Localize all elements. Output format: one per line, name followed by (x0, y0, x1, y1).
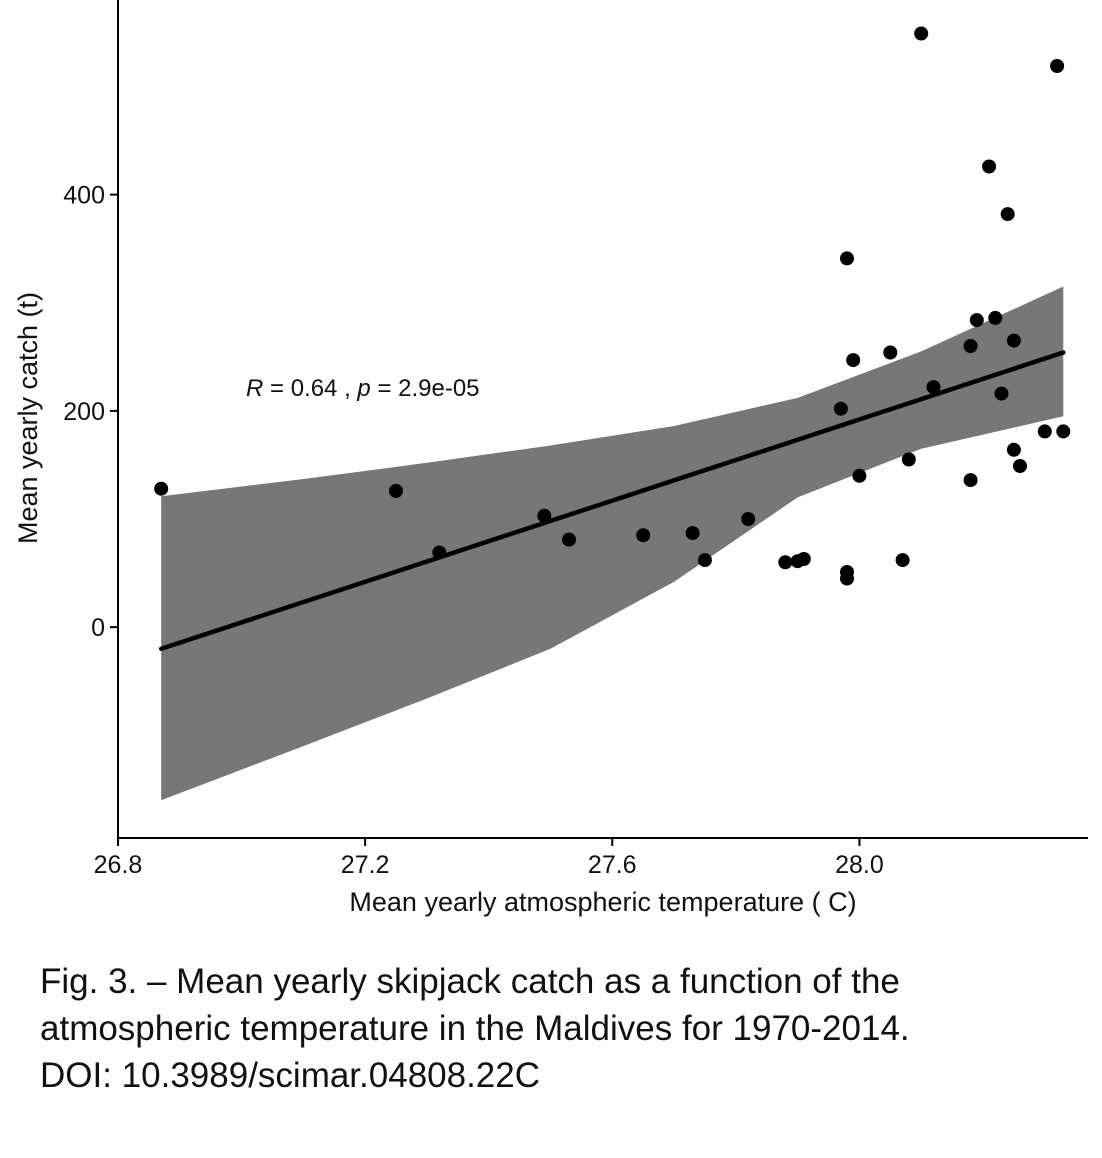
regression-line-layer (158, 350, 1066, 652)
data-point (852, 468, 867, 483)
x-tick-label: 28.0 (835, 851, 884, 879)
data-point (741, 512, 756, 526)
correlation-annotation: R = 0.64 , p = 2.9e-05 (246, 375, 480, 402)
data-point (636, 528, 651, 543)
data-point (154, 481, 169, 496)
data-point (895, 553, 910, 568)
x-tick-label: 26.8 (94, 851, 143, 879)
caption-line-1: Fig. 3. – Mean yearly skipjack catch as … (40, 962, 900, 1001)
r-symbol: R (246, 375, 263, 402)
data-point (1006, 442, 1021, 457)
data-point (994, 386, 1009, 401)
data-point (1037, 424, 1052, 439)
caption-line-2: atmospheric temperature in the Maldives … (40, 1009, 910, 1048)
r-value: = 0.64 , (263, 375, 357, 402)
axes: 26.8 27.2 27.6 28.0 0 200 400 (63, 0, 1088, 879)
confidence-band-layer (161, 286, 1064, 801)
data-point (1050, 59, 1065, 73)
data-point (697, 553, 712, 568)
p-value: = 2.9e-05 (371, 375, 480, 402)
y-tick-label: 200 (63, 398, 105, 426)
y-tick-label: 400 (63, 182, 105, 210)
data-point (1000, 207, 1015, 222)
figure-caption: Fig. 3. – Mean yearly skipjack catch as … (40, 958, 1080, 1099)
data-point (685, 526, 700, 541)
data-point (1006, 333, 1021, 348)
data-point (963, 339, 978, 353)
data-point (432, 545, 447, 560)
data-point (537, 508, 552, 523)
data-point (778, 555, 793, 570)
data-point (1013, 459, 1027, 473)
data-point (982, 159, 997, 174)
x-tick-label: 27.2 (341, 851, 390, 879)
data-point (840, 565, 854, 579)
regression-line (158, 350, 1066, 652)
data-points-layer (154, 26, 1071, 586)
y-tick-label: 0 (91, 614, 105, 642)
x-axis-title: Mean yearly atmospheric temperature ( C) (349, 887, 856, 917)
p-symbol: p (356, 375, 370, 402)
data-point (796, 552, 811, 566)
data-point (914, 26, 929, 41)
confidence-band (161, 286, 1064, 801)
data-point (1056, 424, 1071, 439)
x-tick-label: 27.6 (588, 851, 637, 879)
data-point (389, 483, 403, 498)
data-point (883, 345, 898, 360)
data-point (901, 452, 916, 467)
caption-line-3: DOI: 10.3989/scimar.04808.22C (40, 1056, 541, 1095)
data-point (926, 380, 941, 395)
data-point (833, 401, 848, 416)
scatter-chart: 26.8 27.2 27.6 28.0 0 200 400 R = 0.64 , p = 2… (13, 0, 1088, 917)
data-point (562, 532, 576, 547)
data-point (846, 353, 861, 368)
y-axis-title: Mean yearly catch (t) (13, 292, 43, 544)
data-point (969, 313, 984, 328)
data-point (963, 473, 978, 488)
data-point (840, 251, 854, 266)
data-point (988, 310, 1003, 325)
